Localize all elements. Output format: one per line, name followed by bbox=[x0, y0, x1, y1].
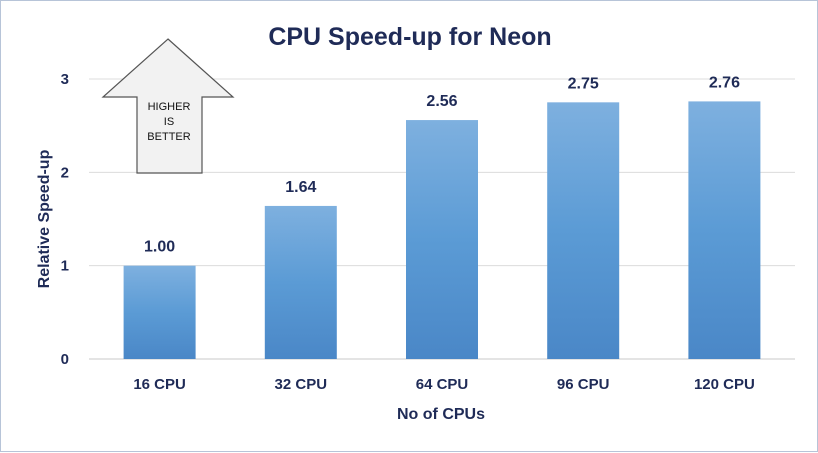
y-tick-label: 3 bbox=[61, 71, 69, 88]
y-tick-label: 1 bbox=[61, 258, 69, 275]
annotation-line-1: HIGHER bbox=[148, 101, 191, 113]
up-arrow-icon bbox=[101, 38, 235, 174]
y-tick-label: 0 bbox=[61, 351, 69, 368]
x-tick-label: 32 CPU bbox=[275, 376, 328, 393]
chart-title: CPU Speed-up for Neon bbox=[268, 23, 551, 51]
x-tick-label: 96 CPU bbox=[557, 376, 610, 393]
bar bbox=[264, 205, 337, 359]
bar bbox=[547, 102, 620, 359]
data-label: 2.56 bbox=[426, 93, 457, 110]
data-label: 1.00 bbox=[144, 239, 175, 256]
higher-is-better-annotation: HIGHER IS BETTER bbox=[101, 38, 235, 174]
x-tick-label: 120 CPU bbox=[694, 376, 755, 393]
y-axis-ticks: 0 1 2 3 bbox=[61, 71, 69, 368]
x-axis-title: No of CPUs bbox=[397, 406, 485, 423]
x-tick-label: 16 CPU bbox=[133, 376, 186, 393]
y-axis-title: Relative Speed-up bbox=[36, 149, 53, 288]
bar bbox=[688, 101, 761, 360]
annotation-line-2: IS bbox=[164, 116, 174, 128]
annotation-line-3: BETTER bbox=[147, 131, 190, 143]
x-axis-ticks: 16 CPU 32 CPU 64 CPU 96 CPU 120 CPU bbox=[133, 376, 755, 393]
data-label: 2.75 bbox=[568, 75, 599, 92]
x-tick-label: 64 CPU bbox=[416, 376, 469, 393]
data-labels: 1.00 1.64 2.56 2.75 2.76 bbox=[144, 74, 740, 255]
bars bbox=[123, 101, 761, 360]
bar bbox=[123, 265, 196, 359]
bar bbox=[406, 120, 478, 359]
data-label: 2.76 bbox=[709, 74, 740, 91]
data-label: 1.64 bbox=[285, 179, 316, 196]
y-tick-label: 2 bbox=[61, 164, 69, 181]
